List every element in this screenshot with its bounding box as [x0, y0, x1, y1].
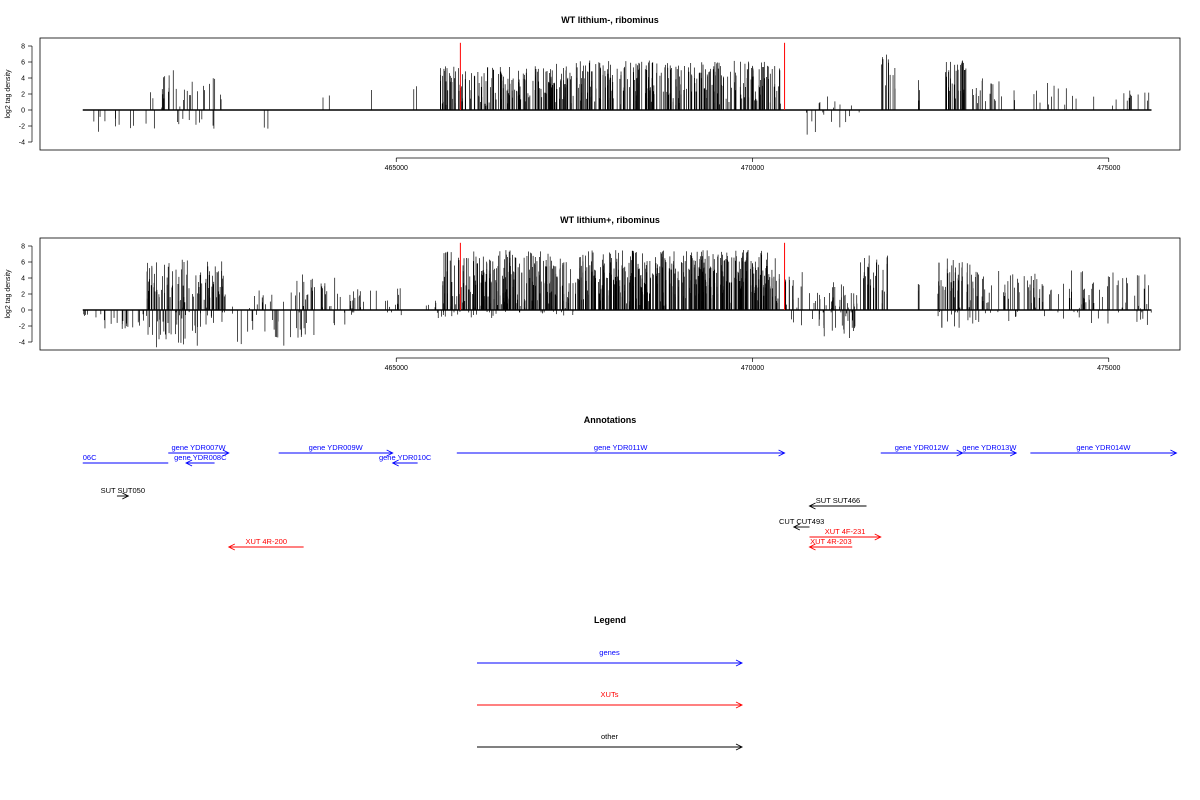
y-tick-label: 2: [21, 292, 25, 299]
annotation-feature: gene YDR012W: [880, 443, 964, 457]
arrowhead-right: [735, 701, 744, 709]
y-tick-label: 0: [21, 108, 25, 115]
annotation-feature: gene YDR007W: [168, 443, 230, 457]
feature-label: gene YDR008C: [174, 453, 227, 462]
annotation-feature: CUT CUT493: [779, 517, 824, 531]
y-tick-label: 8: [21, 44, 25, 51]
annotation-feature: SUT SUT466: [808, 496, 867, 510]
plot-frame: [39, 37, 1181, 151]
arrowhead-left: [792, 523, 801, 531]
annotation-feature: gene YDR008C: [174, 453, 227, 467]
feature-label: XUT 4R-200: [245, 537, 287, 546]
x-tick-label: 470000: [741, 365, 764, 372]
arrowhead-right: [222, 449, 230, 457]
x-tick-label: 475000: [1097, 365, 1120, 372]
annotation-feature: XUT 4R-200: [227, 537, 304, 551]
arrowhead-right: [778, 449, 786, 457]
legend-item: XUTs: [477, 690, 744, 709]
annotation-feature: 06C: [82, 453, 169, 464]
y-tick-label: 2: [21, 92, 25, 99]
legend-item: other: [477, 732, 744, 751]
y-tick-label: -2: [19, 324, 25, 331]
legend-label: XUTs: [601, 690, 619, 699]
annotation-feature: gene YDR011W: [456, 443, 786, 457]
arrowhead-left: [808, 543, 816, 551]
feature-label: SUT SUT466: [816, 496, 860, 505]
marker-lines: [459, 242, 786, 310]
feature-label: gene YDR012W: [895, 443, 950, 452]
y-tick-label: 4: [21, 276, 25, 283]
arrowhead-right: [735, 743, 744, 751]
annotation-feature: gene YDR009W: [278, 443, 394, 457]
y-tick-label: -2: [19, 124, 25, 131]
bar-series: [82, 250, 1152, 348]
legend-label: genes: [599, 648, 620, 657]
annotation-feature: gene YDR010C: [379, 453, 432, 467]
y-tick-label: 0: [21, 308, 25, 315]
y-tick-label: 6: [21, 260, 25, 267]
track-panel-lithium-minus: WT lithium-, ribominus log2 tag density …: [5, 15, 1181, 172]
bar-series: [82, 54, 1152, 135]
feature-label: gene YDR007W: [172, 443, 227, 452]
x-axis: 465000 470000 475000: [385, 357, 1121, 372]
y-tick-label: -4: [19, 140, 25, 147]
feature-label: gene YDR014W: [1076, 443, 1131, 452]
arrowhead-right: [1009, 449, 1018, 457]
feature-label: SUT SUT050: [101, 486, 145, 495]
legend-label: other: [601, 732, 619, 741]
feature-label: CUT CUT493: [779, 517, 824, 526]
annotation-feature: gene YDR014W: [1030, 443, 1178, 457]
feature-label: gene YDR009W: [309, 443, 364, 452]
feature-label: XUT 4F-231: [825, 527, 866, 536]
feature-label: gene YDR013W: [962, 443, 1017, 452]
arrowhead-right: [735, 659, 744, 667]
x-tick-label: 470000: [741, 165, 764, 172]
arrowhead-left: [391, 459, 399, 467]
legend-title: Legend: [594, 615, 626, 625]
arrowhead-right: [386, 449, 394, 457]
annotations-title: Annotations: [584, 415, 637, 425]
legend: genes XUTs other: [477, 648, 744, 751]
y-axis: -4 -2 0 2 4 6 8: [19, 44, 33, 147]
y-tick-label: 8: [21, 244, 25, 251]
panel-title: WT lithium+, ribominus: [560, 215, 660, 225]
x-axis: 465000 470000 475000: [385, 157, 1121, 172]
feature-label: XUT 4R-203: [810, 537, 852, 546]
arrowhead-right: [874, 533, 882, 541]
arrowhead-left: [808, 502, 816, 510]
x-tick-label: 475000: [1097, 165, 1120, 172]
x-tick-label: 465000: [385, 165, 408, 172]
feature-label: 06C: [83, 453, 97, 462]
arrowhead-right: [122, 492, 130, 500]
annotation-feature: XUT 4R-203: [808, 537, 853, 551]
plot-frame: [39, 237, 1181, 351]
arrowhead-left: [227, 543, 236, 551]
annotation-feature: SUT SUT050: [101, 486, 145, 500]
y-axis-label: log2 tag density: [5, 69, 12, 119]
y-tick-label: -4: [19, 340, 25, 347]
y-axis: -4 -2 0 2 4 6 8: [19, 244, 33, 347]
legend-item: genes: [477, 648, 744, 667]
feature-label: gene YDR010C: [379, 453, 432, 462]
marker-lines: [459, 42, 786, 110]
annotation-feature: gene YDR013W: [962, 443, 1018, 457]
arrowhead-right: [1170, 449, 1178, 457]
panel-title: WT lithium-, ribominus: [561, 15, 659, 25]
y-tick-label: 6: [21, 60, 25, 67]
track-panel-lithium-plus: WT lithium+, ribominus log2 tag density …: [5, 215, 1181, 372]
arrowhead-left: [185, 459, 193, 467]
feature-label: gene YDR011W: [594, 443, 648, 452]
y-axis-label: log2 tag density: [5, 269, 12, 319]
annotation-feature: XUT 4F-231: [809, 527, 882, 541]
x-tick-label: 465000: [385, 365, 408, 372]
y-tick-label: 4: [21, 76, 25, 83]
